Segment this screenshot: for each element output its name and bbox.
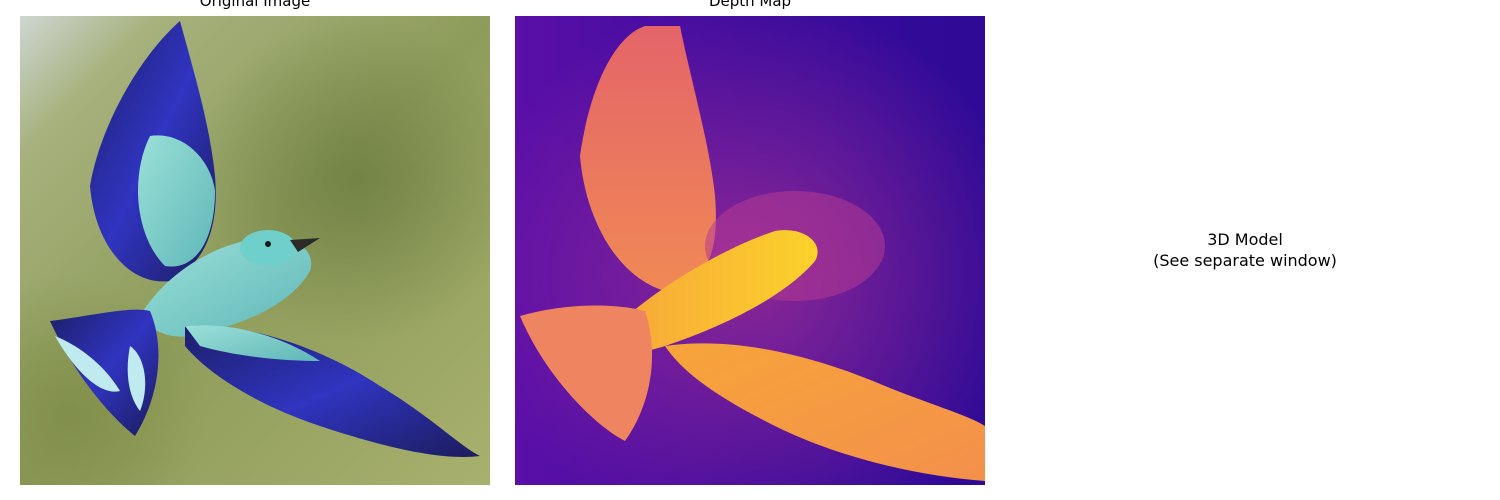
depth-map-panel xyxy=(515,16,985,485)
3d-model-label: 3D Model xyxy=(1207,230,1283,249)
depth-map-title: Depth Map xyxy=(708,0,792,10)
original-image-panel xyxy=(20,16,490,485)
3d-model-sublabel: (See separate window) xyxy=(1153,251,1337,270)
depth-heatmap-icon xyxy=(515,16,985,485)
original-image-title: Original Image xyxy=(199,0,311,10)
bird-photo-icon xyxy=(20,16,490,485)
3d-model-note: 3D Model (See separate window) xyxy=(1010,229,1480,271)
